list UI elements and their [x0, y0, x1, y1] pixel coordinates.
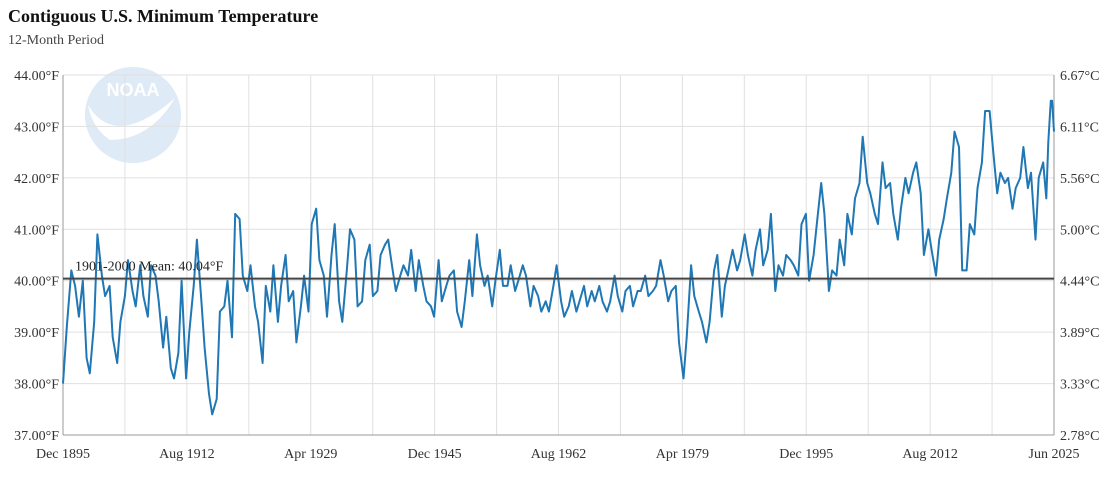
x-tick-label: Aug 1912	[159, 447, 215, 462]
y-tick-label-right: 2.78°C	[1060, 429, 1099, 444]
series-layer	[62, 99, 1055, 416]
temperature-series-line	[62, 99, 1055, 416]
y-axis-left-ticks: 44.00°F 43.00°F 42.00°F 41.00°F 40.00°F 39.00…	[14, 69, 59, 444]
y-tick-label-left: 44.00°F	[14, 69, 59, 84]
y-tick-label-right: 6.67°C	[1060, 69, 1099, 84]
noaa-logo: NOAA	[85, 67, 181, 163]
grid	[62, 74, 1055, 436]
y-tick-label-left: 37.00°F	[14, 429, 59, 444]
chart-title: Contiguous U.S. Minimum Temperature	[8, 6, 319, 26]
y-tick-label-left: 39.00°F	[14, 326, 59, 341]
x-axis-ticks: Dec 1895 Aug 1912 Apr 1929 Dec 1945 Aug 1962…	[36, 447, 1080, 462]
x-tick-label: Apr 1929	[284, 447, 337, 462]
chart-subtitle: 12-Month Period	[8, 33, 105, 48]
y-tick-label-right: 4.44°C	[1060, 275, 1099, 290]
x-tick-label: Jun 2025	[1029, 447, 1080, 462]
y-tick-label-left: 41.00°F	[14, 223, 59, 238]
x-tick-label: Dec 1995	[779, 447, 833, 462]
y-tick-label-right: 5.56°C	[1060, 172, 1099, 187]
x-tick-label: Dec 1895	[36, 447, 90, 462]
y-tick-label-right: 3.89°C	[1060, 326, 1099, 341]
mean-layer: 1901-2000 Mean: 40.04°F	[63, 260, 1054, 280]
y-tick-label-right: 6.11°C	[1060, 120, 1099, 135]
x-tick-label: Aug 2012	[902, 447, 958, 462]
y-tick-label-left: 40.00°F	[14, 275, 59, 290]
mean-label: 1901-2000 Mean: 40.04°F	[75, 260, 224, 275]
y-tick-label-left: 38.00°F	[14, 378, 59, 393]
x-tick-label: Apr 1979	[656, 447, 709, 462]
y-tick-label-right: 3.33°C	[1060, 378, 1099, 393]
y-tick-label-right: 5.00°C	[1060, 223, 1099, 238]
y-tick-label-left: 42.00°F	[14, 172, 59, 187]
svg-text:NOAA: NOAA	[107, 80, 160, 100]
x-tick-label: Dec 1945	[408, 447, 462, 462]
y-axis-right-ticks: 6.67°C 6.11°C 5.56°C 5.00°C 4.44°C 3.89°C 3.33…	[1060, 69, 1099, 444]
y-tick-label-left: 43.00°F	[14, 120, 59, 135]
x-tick-label: Aug 1962	[531, 447, 587, 462]
